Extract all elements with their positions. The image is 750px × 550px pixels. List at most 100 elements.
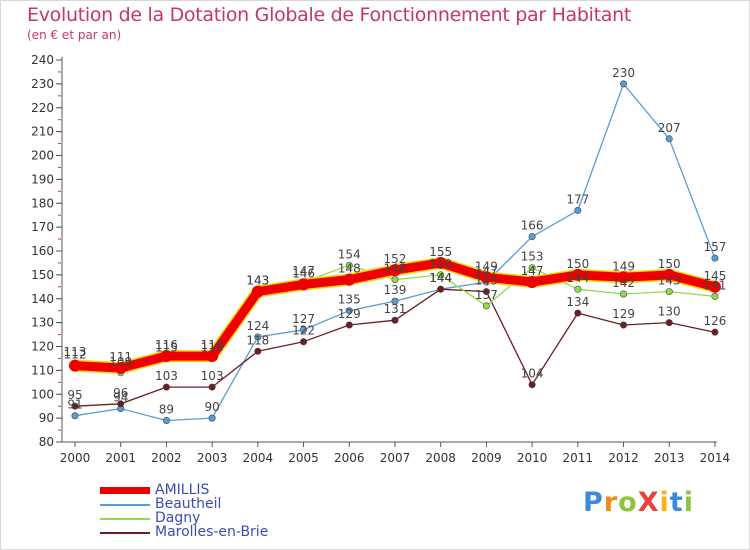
data-point [528,381,536,389]
y-tick-label: 130 [31,316,54,330]
data-label: 115 [201,340,224,354]
data-label: 134 [566,295,589,309]
y-tick-label: 180 [31,196,54,210]
y-tick-label: 160 [31,244,54,258]
legend-item: AMILLIS [100,482,360,498]
x-tick-label: 2014 [700,451,731,465]
x-tick-label: 2008 [425,451,456,465]
chart-title: Evolution de la Dotation Globale de Fonc… [27,4,632,26]
data-point [663,268,676,281]
data-point [343,273,356,286]
x-tick-label: 2004 [243,451,274,465]
data-label: 141 [703,278,726,292]
legend-label: Dagny [155,510,201,526]
legend-swatch [100,532,150,534]
logo-letter: P [583,487,604,518]
y-tick-label: 80 [39,435,54,449]
data-label: 144 [429,271,452,285]
data-point [297,278,310,291]
data-label: 145 [703,269,726,283]
x-tick-label: 2011 [563,451,594,465]
legend-label: Beautheil [155,496,222,512]
data-label: 130 [658,305,681,319]
data-label: 124 [246,319,269,333]
y-tick-label: 170 [31,220,54,234]
proxiti-logo: ProXiti [583,487,694,518]
data-label: 143 [475,274,498,288]
legend-item: Beautheil [100,496,360,512]
data-label: 155 [429,245,452,259]
data-point [528,233,536,241]
data-point [617,271,630,284]
data-label: 148 [384,262,407,276]
data-label: 150 [566,257,589,271]
data-point [574,309,582,317]
legend-label: Marolles-en-Brie [155,524,269,540]
data-point [665,135,673,143]
data-label: 116 [155,338,178,352]
x-tick-label: 2007 [380,451,411,465]
data-point [114,361,127,374]
data-point [162,383,170,391]
x-tick-label: 2001 [105,451,136,465]
legend-swatch [100,487,150,494]
data-label: 104 [521,367,544,381]
data-point [526,276,539,289]
x-tick-label: 2000 [60,451,91,465]
data-label: 96 [113,386,128,400]
data-label: 207 [658,121,681,135]
logo-letter: i [659,487,670,518]
data-label: 147 [475,264,498,278]
y-tick-label: 190 [31,172,54,186]
data-point [482,288,490,296]
data-point [665,288,673,296]
data-point [434,256,447,269]
y-tick-label: 90 [39,411,54,425]
x-tick-label: 2013 [654,451,685,465]
x-tick-label: 2006 [334,451,365,465]
data-point [620,321,628,329]
data-point [251,285,264,298]
y-tick-label: 230 [31,77,54,91]
data-label: 131 [384,302,407,316]
data-point [528,264,536,272]
data-point [711,328,719,336]
legend-label: AMILLIS [155,482,210,498]
x-tick-label: 2010 [517,451,548,465]
data-point [345,307,353,315]
legend-item: Marolles-en-Brie [100,524,360,540]
data-label: 112 [64,348,87,362]
data-point [71,412,79,420]
logo-letter: i [683,487,694,518]
data-label: 129 [612,307,635,321]
data-label: 144 [429,271,452,285]
x-tick-label: 2005 [288,451,319,465]
logo-letter: t [669,487,684,518]
data-label: 230 [612,66,635,80]
data-point [711,292,719,300]
data-label: 111 [109,350,132,364]
data-label: 94 [113,391,128,405]
data-label: 103 [155,369,178,383]
x-tick-label: 2009 [471,451,502,465]
data-label: 137 [475,288,498,302]
data-point [665,319,673,327]
data-point [300,338,308,346]
data-label: 166 [521,219,544,233]
x-tick-label: 2012 [608,451,639,465]
data-point [391,316,399,324]
data-label: 129 [338,307,361,321]
data-point [162,417,170,425]
data-label: 144 [566,271,589,285]
data-point [208,414,216,422]
y-tick-label: 110 [31,363,54,377]
data-point [708,280,721,293]
x-tick-label: 2002 [151,451,182,465]
data-label: 143 [658,274,681,288]
data-point [69,359,81,372]
data-point [620,80,628,88]
logo-letter: r [603,487,619,518]
data-label: 118 [246,333,269,347]
y-tick-label: 220 [31,101,54,115]
